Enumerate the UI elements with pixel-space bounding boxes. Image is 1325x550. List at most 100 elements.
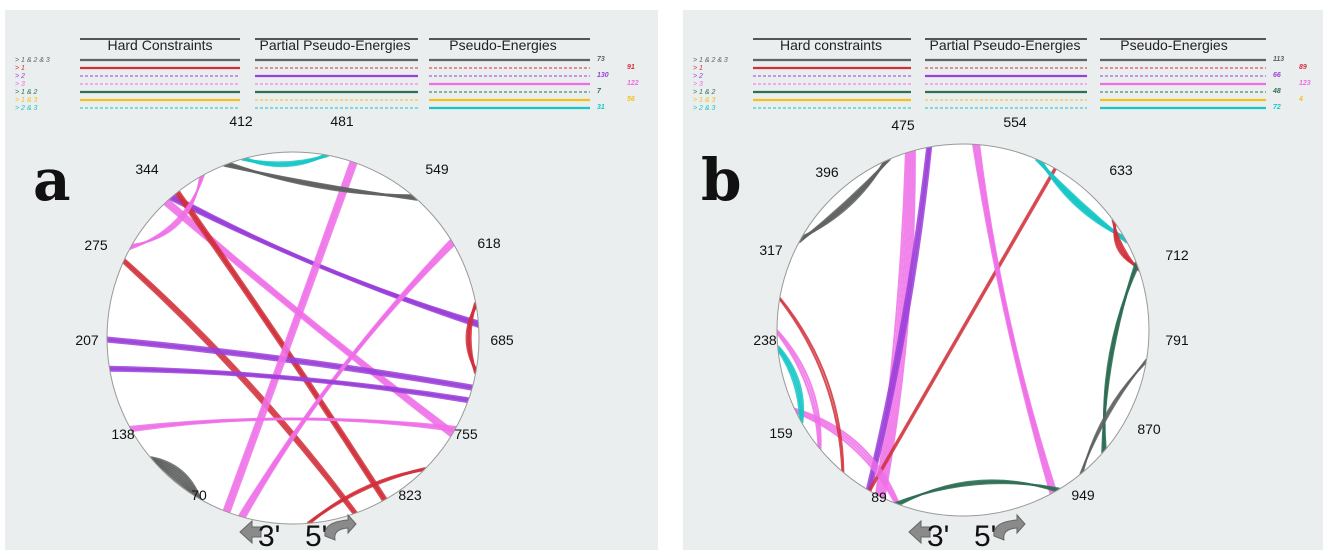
position-label: 238: [753, 332, 777, 348]
interaction-arc: [163, 203, 452, 438]
legend-label: > 1 & 3: [15, 97, 37, 104]
interaction-arc: [794, 407, 901, 506]
position-label: 633: [1109, 162, 1133, 178]
legend-count: 56: [627, 96, 635, 103]
column-header-partial: Partial Pseudo-Energies: [260, 37, 411, 53]
legend-label: > 1: [693, 65, 703, 72]
position-label: 949: [1071, 487, 1095, 503]
legend-label: > 3: [15, 81, 25, 88]
legend-count: 4: [1298, 96, 1303, 103]
column-header-pseudo: Pseudo-Energies: [1120, 37, 1227, 53]
interaction-arc: [777, 348, 802, 421]
legend-b-labels: > 1 & 2 & 3 > 1 > 2 > 3 > 1 & 2 > 1 & 3 …: [693, 57, 728, 112]
interaction-arc: [122, 261, 355, 515]
position-label: 70: [191, 487, 207, 503]
position-label: 685: [490, 332, 514, 348]
legend-count: 73: [597, 56, 605, 63]
legend-label: > 3: [693, 81, 703, 88]
orientation-a: 3' 5': [239, 513, 357, 550]
panel-letter-b: b: [701, 146, 742, 214]
arcs-a: [107, 153, 479, 524]
column-header-partial: Partial Pseudo-Energies: [930, 37, 1081, 53]
interaction-arc: [867, 167, 1056, 491]
figure-b-svg: > 1 & 2 & 3 > 1 > 2 > 3 > 1 & 2 > 1 & 3 …: [693, 37, 1311, 550]
interaction-arc: [875, 152, 907, 495]
panel-letter-a: a: [33, 146, 71, 214]
interaction-arc: [794, 409, 899, 505]
legend-label: > 1 & 2: [693, 89, 715, 96]
interaction-arc: [241, 153, 329, 165]
panel-b: > 1 & 2 & 3 > 1 > 2 > 3 > 1 & 2 > 1 & 3 …: [683, 10, 1323, 550]
position-label: 275: [84, 237, 108, 253]
legend-count: 113: [1273, 56, 1284, 63]
interaction-arc: [228, 162, 358, 514]
interaction-arc: [777, 332, 820, 448]
position-label: 207: [75, 332, 99, 348]
orientation-b: 3' 5': [908, 513, 1026, 550]
legend-label: > 2 & 3: [15, 105, 37, 112]
position-label: 89: [871, 489, 887, 505]
arrow-left-icon: [908, 519, 931, 545]
legend-label: > 1 & 2 & 3: [693, 57, 728, 64]
interaction-arc: [972, 144, 1052, 495]
legend-a-lines: [80, 38, 590, 110]
legend-label: > 2 & 3: [693, 105, 715, 112]
legend-label: > 1 & 3: [693, 97, 715, 104]
position-label: 712: [1165, 247, 1189, 263]
position-labels-a: 412 481 549 618 685 755 823 70 138 207 2…: [75, 113, 514, 503]
legend-a: > 1 & 2 & 3 > 1 > 2 > 3 > 1 & 2 > 1 & 3 …: [15, 37, 639, 112]
column-header-hard: Hard Constraints: [107, 37, 212, 53]
interaction-arc: [238, 239, 452, 517]
legend-count: 72: [1273, 104, 1281, 111]
legend-count: 66: [1273, 72, 1281, 79]
legend-b: > 1 & 2 & 3 > 1 > 2 > 3 > 1 & 2 > 1 & 3 …: [693, 37, 1311, 112]
position-label: 755: [454, 426, 478, 442]
interaction-arc: [107, 339, 473, 391]
interaction-arc: [796, 411, 896, 504]
legend-count: 89: [1299, 64, 1307, 71]
interaction-arc: [122, 259, 357, 515]
position-label: 159: [769, 425, 793, 441]
legend-label: > 2: [693, 73, 703, 80]
interaction-arc: [129, 174, 206, 251]
interaction-arc: [109, 365, 470, 401]
interaction-arc: [798, 158, 891, 244]
interaction-arc: [306, 466, 426, 524]
legend-count: 122: [627, 80, 639, 87]
position-label: 475: [891, 117, 915, 133]
legend-count: 7: [597, 88, 602, 95]
position-label: 870: [1137, 421, 1161, 437]
prime-3-label: 3': [258, 520, 280, 550]
position-labels-b: 475 554 633 712 791 870 949 89 159 238 3…: [753, 114, 1189, 505]
prime-5-label: 5': [305, 520, 327, 550]
curved-arrow-icon: [993, 513, 1026, 541]
position-label: 344: [135, 161, 159, 177]
prime-5-label: 5': [974, 520, 996, 550]
interaction-arc: [868, 146, 933, 492]
legend-b-lines: [753, 38, 1266, 110]
interaction-arc: [107, 338, 473, 390]
circle-outline-b: [776, 143, 1150, 517]
position-label: 554: [1003, 114, 1027, 130]
panel-a: > 1 & 2 & 3 > 1 > 2 > 3 > 1 & 2 > 1 & 3 …: [5, 10, 658, 550]
position-label: 618: [477, 235, 501, 251]
position-label: 317: [759, 242, 783, 258]
legend-label: > 1: [15, 65, 25, 72]
interaction-arc: [225, 161, 355, 513]
interaction-arc: [1101, 261, 1138, 454]
interaction-arc: [174, 192, 385, 502]
interaction-arc: [867, 146, 931, 491]
interaction-arc: [226, 162, 357, 513]
legend-label: > 1 & 2: [15, 89, 37, 96]
interaction-arc: [222, 160, 352, 511]
interaction-arc: [468, 302, 478, 374]
legend-b-counts: 113 89 66 123 48 4 72: [1272, 56, 1311, 111]
interaction-arc: [779, 297, 845, 473]
legend-count: 48: [1272, 88, 1281, 95]
interaction-arc: [169, 197, 479, 328]
arcs-b: [777, 144, 1148, 506]
interaction-arc: [876, 152, 909, 496]
position-label: 396: [815, 164, 839, 180]
interaction-arc: [877, 152, 910, 496]
interaction-arc: [894, 482, 1061, 505]
